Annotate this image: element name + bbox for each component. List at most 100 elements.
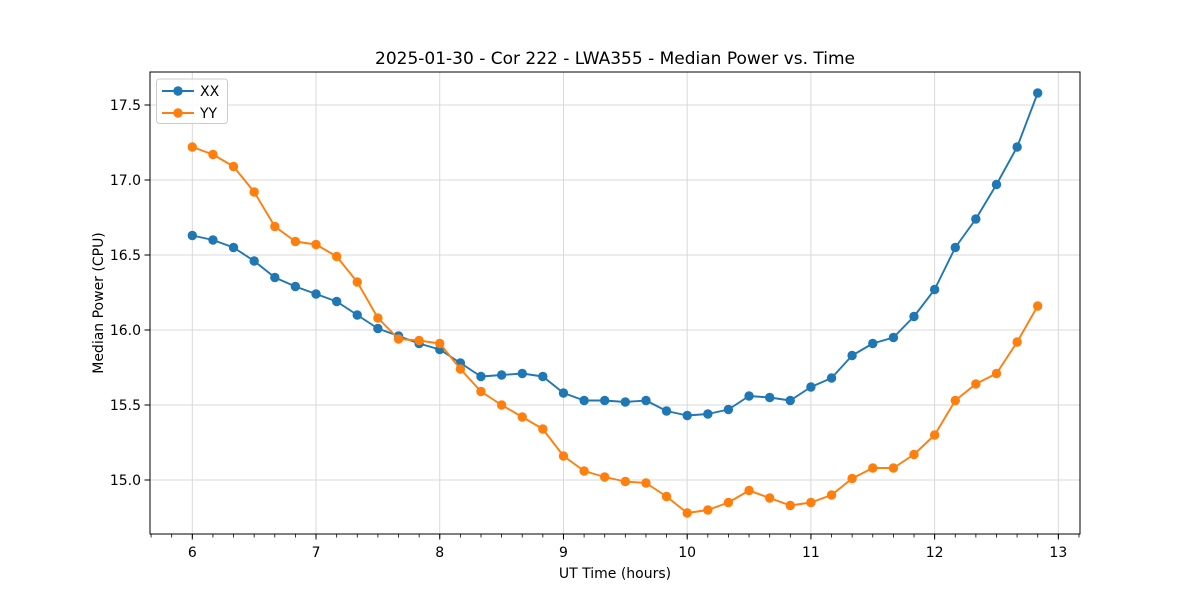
series-xx-marker xyxy=(723,404,734,415)
series-xx-marker xyxy=(868,338,878,349)
x-axis-label: UT Time (hours) xyxy=(559,566,671,582)
legend-label-yy: YY xyxy=(199,106,218,122)
series-yy-marker xyxy=(950,395,960,406)
series-xx-marker xyxy=(971,214,981,224)
tick-layer: 6 7 8 9 10 11 12 13 15.0 15.5 16.0 16.5 17.0 17.5 xyxy=(110,98,1080,561)
series-yy-marker xyxy=(888,463,899,473)
series-layer xyxy=(187,88,1043,518)
series-yy-marker xyxy=(558,451,569,461)
series-xx-marker xyxy=(682,410,692,421)
series-xx-marker xyxy=(538,371,548,382)
series-xx-marker xyxy=(661,406,672,416)
series-xx-marker xyxy=(331,296,342,307)
series-yy-marker xyxy=(352,277,362,287)
series-yy-marker xyxy=(331,251,342,262)
series-xx-marker xyxy=(187,230,198,241)
y-tick-label: 15.5 xyxy=(110,398,141,414)
series-yy-marker xyxy=(538,424,548,434)
series-xx-marker xyxy=(373,323,383,334)
y-tick-label: 16.5 xyxy=(110,248,141,264)
series-xx-marker xyxy=(352,310,362,320)
series-yy-marker xyxy=(847,473,857,484)
series-yy-marker xyxy=(703,505,713,515)
series-yy-marker xyxy=(517,412,527,422)
x-tick-label: 10 xyxy=(678,545,696,561)
x-tick-label: 6 xyxy=(188,545,197,561)
series-xx-marker xyxy=(311,289,321,299)
y-tick-label: 16.0 xyxy=(110,323,141,339)
series-yy-marker xyxy=(765,493,775,503)
series-xx-marker xyxy=(1012,142,1022,152)
series-xx-marker xyxy=(765,392,775,403)
series-yy-marker xyxy=(393,334,404,344)
series-yy-marker xyxy=(414,335,424,346)
x-tick-label: 13 xyxy=(1049,545,1067,561)
series-yy-marker xyxy=(785,500,795,511)
series-xx-marker xyxy=(496,370,507,380)
legend: XX YY xyxy=(156,78,228,124)
series-yy-marker xyxy=(208,149,218,160)
y-tick-label: 17.5 xyxy=(110,98,141,114)
grid-layer xyxy=(150,72,1080,534)
series-yy-marker xyxy=(1012,337,1022,347)
series-xx-marker xyxy=(991,179,1002,190)
series-yy-marker xyxy=(311,239,321,250)
y-tick-label: 15.0 xyxy=(110,473,141,489)
series-yy-marker xyxy=(868,463,878,473)
series-xx-marker xyxy=(249,256,259,266)
series-xx-marker xyxy=(228,242,239,253)
series-yy-marker xyxy=(661,491,672,502)
y-axis-label: Median Power (CPU) xyxy=(91,232,107,374)
series-xx-marker xyxy=(599,395,610,406)
series-yy-marker xyxy=(228,161,239,172)
series-yy-marker xyxy=(991,368,1002,379)
series-xx-marker xyxy=(888,332,899,343)
series-xx-marker xyxy=(929,284,940,295)
x-tick-label: 7 xyxy=(312,545,321,561)
series-xx-marker xyxy=(270,272,280,283)
series-xx-marker xyxy=(1032,88,1043,98)
series-yy-marker xyxy=(971,379,981,389)
series-yy-marker xyxy=(435,338,445,349)
series-yy-marker xyxy=(455,364,466,374)
series-xx-marker xyxy=(703,409,713,419)
series-xx-marker xyxy=(806,382,816,392)
series-xx-marker xyxy=(950,242,960,253)
series-yy-marker xyxy=(909,449,919,460)
plot-border xyxy=(149,71,1081,535)
series-xx-marker xyxy=(579,395,589,406)
series-xx-line xyxy=(191,92,1039,417)
y-tick-label: 17.0 xyxy=(110,173,141,189)
series-yy-marker xyxy=(249,187,259,197)
series-xx-marker xyxy=(558,388,569,398)
series-xx-marker xyxy=(208,235,218,245)
x-tick-label: 12 xyxy=(926,545,944,561)
series-xx-marker xyxy=(847,350,857,361)
x-tick-label: 8 xyxy=(435,545,444,561)
x-tick-label: 9 xyxy=(559,545,568,561)
series-yy-marker xyxy=(290,236,301,247)
series-xx-marker xyxy=(744,391,754,401)
legend-marker-xx xyxy=(173,86,183,96)
series-yy-marker xyxy=(744,485,754,496)
series-xx-marker xyxy=(641,395,651,406)
series-yy-marker xyxy=(270,221,280,232)
legend-label-xx: XX xyxy=(200,84,220,100)
series-yy-marker xyxy=(641,478,651,488)
series-xx-marker xyxy=(909,311,919,322)
series-yy-marker xyxy=(599,472,610,482)
series-yy-marker xyxy=(476,386,486,397)
series-yy-marker xyxy=(806,497,816,508)
legend-marker-yy xyxy=(173,108,183,118)
series-yy-marker xyxy=(620,476,631,487)
series-xx-marker xyxy=(826,373,837,383)
series-yy-marker xyxy=(373,313,383,323)
chart-title: 2025-01-30 - Cor 222 - LWA355 - Median P… xyxy=(375,49,855,69)
x-tick-label: 11 xyxy=(802,545,820,561)
series-yy-marker xyxy=(579,466,589,476)
series-yy-marker xyxy=(682,508,692,518)
series-xx-marker xyxy=(476,371,486,382)
series-yy-marker xyxy=(496,400,507,410)
